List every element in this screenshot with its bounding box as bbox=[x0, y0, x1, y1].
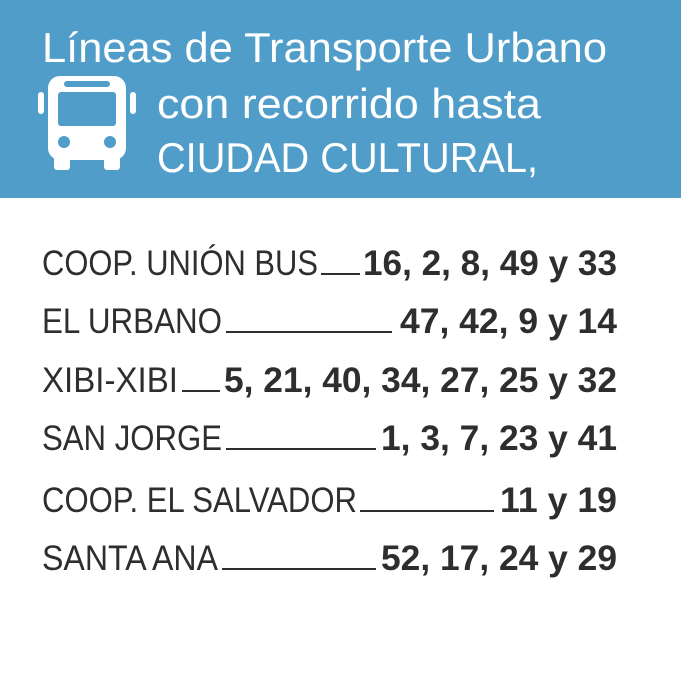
route-lines: 1, 3, 7, 23 y 41 bbox=[381, 419, 617, 458]
company-name: SANTA ANA bbox=[42, 539, 219, 578]
company-name: XIBI-XIBI bbox=[42, 361, 178, 400]
route-list: COOP. UNIÓN BUS 16, 2, 8, 49 y 33 EL URBAN… bbox=[42, 244, 618, 578]
header-title-line: Líneas de Transporte Urbano bbox=[42, 24, 607, 71]
route-lines: 52, 17, 24 y 29 bbox=[381, 539, 617, 578]
route-lines: 47, 42, 9 y 14 bbox=[400, 302, 618, 341]
company-name: SAN JORGE bbox=[42, 419, 222, 458]
company-name: COOP. UNIÓN BUS bbox=[42, 244, 318, 283]
bus-icon bbox=[38, 76, 136, 170]
route-lines: 11 y 19 bbox=[500, 481, 617, 520]
company-name: COOP. EL SALVADOR bbox=[42, 481, 357, 520]
company-name: EL URBANO bbox=[42, 302, 222, 341]
header-title-line: CIUDAD CULTURAL, bbox=[157, 134, 538, 181]
route-lines: 16, 2, 8, 49 y 33 bbox=[363, 244, 617, 283]
header-title-line: con recorrido hasta bbox=[157, 80, 542, 127]
route-lines: 5, 21, 40, 34, 27, 25 y 32 bbox=[224, 361, 617, 400]
